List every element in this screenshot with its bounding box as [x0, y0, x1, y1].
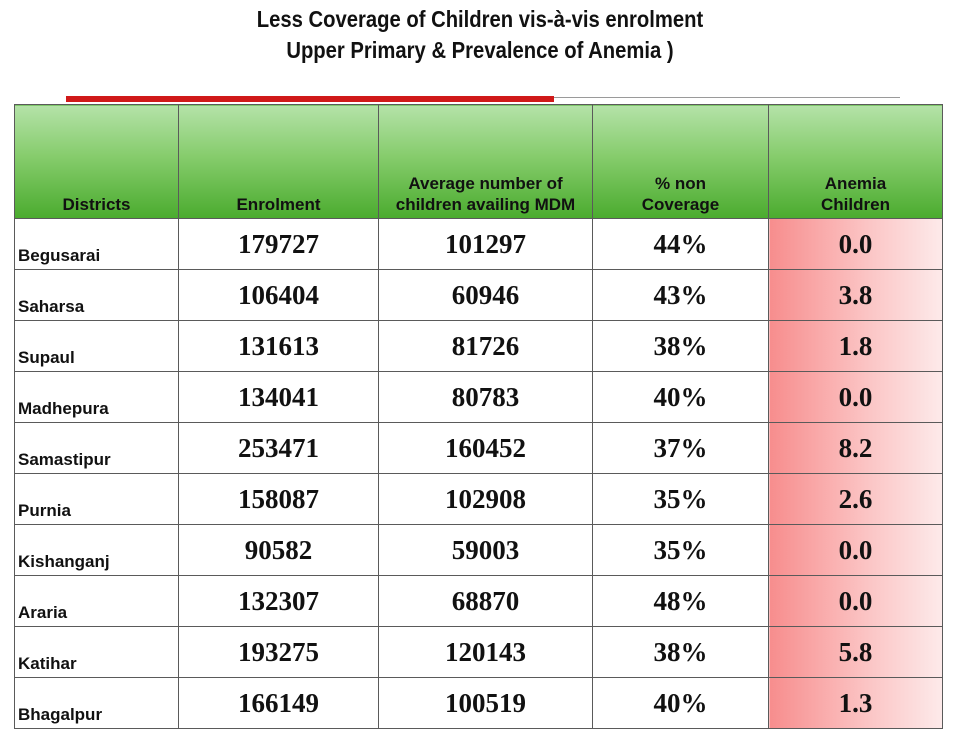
anemia-cell: 1.3 — [768, 677, 943, 729]
district-cell: Kishanganj — [14, 524, 179, 576]
enrolment-cell: 158087 — [178, 473, 379, 525]
average-mdm-cell: 81726 — [378, 320, 593, 372]
header-enrolment: Enrolment — [178, 104, 379, 219]
table-body: Begusarai 179727 101297 44% 0.0 Saharsa 106404… — [14, 218, 943, 729]
enrolment-cell: 131613 — [178, 320, 379, 372]
table-row: Purnia 158087 102908 35% 2.6 — [14, 473, 943, 525]
header-districts: Districts — [14, 104, 179, 219]
anemia-cell: 0.0 — [768, 575, 943, 627]
header-non-coverage: % non Coverage — [592, 104, 769, 219]
average-mdm-cell: 100519 — [378, 677, 593, 729]
enrolment-cell: 193275 — [178, 626, 379, 678]
non-coverage-cell: 38% — [592, 626, 769, 678]
district-cell: Begusarai — [14, 218, 179, 270]
table-row: Bhagalpur 166149 100519 40% 1.3 — [14, 677, 943, 729]
enrolment-cell: 134041 — [178, 371, 379, 423]
average-mdm-cell: 80783 — [378, 371, 593, 423]
anemia-cell: 5.8 — [768, 626, 943, 678]
district-cell: Araria — [14, 575, 179, 627]
table-row: Saharsa 106404 60946 43% 3.8 — [14, 269, 943, 321]
average-mdm-cell: 102908 — [378, 473, 593, 525]
enrolment-cell: 179727 — [178, 218, 379, 270]
district-cell: Supaul — [14, 320, 179, 372]
table-row: Kishanganj 90582 59003 35% 0.0 — [14, 524, 943, 576]
enrolment-cell: 90582 — [178, 524, 379, 576]
header-average-mdm: Average number of children availing MDM — [378, 104, 593, 219]
non-coverage-cell: 38% — [592, 320, 769, 372]
header-row: Districts Enrolment Average number of ch… — [14, 104, 943, 219]
district-cell: Madhepura — [14, 371, 179, 423]
anemia-cell: 8.2 — [768, 422, 943, 474]
title-line-2: Upper Primary & Prevalence of Anemia ) — [286, 37, 674, 63]
anemia-cell: 2.6 — [768, 473, 943, 525]
enrolment-cell: 132307 — [178, 575, 379, 627]
enrolment-cell: 106404 — [178, 269, 379, 321]
average-mdm-cell: 68870 — [378, 575, 593, 627]
slide-title: Less Coverage of Children vis-à-vis enro… — [58, 4, 903, 66]
district-cell: Purnia — [14, 473, 179, 525]
table-row: Araria 132307 68870 48% 0.0 — [14, 575, 943, 627]
anemia-cell: 1.8 — [768, 320, 943, 372]
average-mdm-cell: 101297 — [378, 218, 593, 270]
title-underline-red — [66, 96, 554, 102]
average-mdm-cell: 60946 — [378, 269, 593, 321]
anemia-cell: 0.0 — [768, 371, 943, 423]
table-row: Samastipur 253471 160452 37% 8.2 — [14, 422, 943, 474]
average-mdm-cell: 59003 — [378, 524, 593, 576]
non-coverage-cell: 43% — [592, 269, 769, 321]
table-row: Madhepura 134041 80783 40% 0.0 — [14, 371, 943, 423]
table-row: Katihar 193275 120143 38% 5.8 — [14, 626, 943, 678]
anemia-cell: 0.0 — [768, 218, 943, 270]
district-cell: Katihar — [14, 626, 179, 678]
table-row: Begusarai 179727 101297 44% 0.0 — [14, 218, 943, 270]
enrolment-cell: 253471 — [178, 422, 379, 474]
non-coverage-cell: 35% — [592, 524, 769, 576]
average-mdm-cell: 160452 — [378, 422, 593, 474]
district-cell: Samastipur — [14, 422, 179, 474]
non-coverage-cell: 37% — [592, 422, 769, 474]
district-cell: Saharsa — [14, 269, 179, 321]
non-coverage-cell: 44% — [592, 218, 769, 270]
title-line-1: Less Coverage of Children vis-à-vis enro… — [256, 6, 704, 32]
non-coverage-cell: 35% — [592, 473, 769, 525]
title-underline-thin — [554, 97, 900, 98]
anemia-cell: 3.8 — [768, 269, 943, 321]
district-cell: Bhagalpur — [14, 677, 179, 729]
non-coverage-cell: 48% — [592, 575, 769, 627]
enrolment-cell: 166149 — [178, 677, 379, 729]
average-mdm-cell: 120143 — [378, 626, 593, 678]
non-coverage-cell: 40% — [592, 677, 769, 729]
coverage-table: Districts Enrolment Average number of ch… — [14, 104, 943, 729]
header-anemia: Anemia Children — [768, 104, 943, 219]
anemia-cell: 0.0 — [768, 524, 943, 576]
non-coverage-cell: 40% — [592, 371, 769, 423]
table-row: Supaul 131613 81726 38% 1.8 — [14, 320, 943, 372]
